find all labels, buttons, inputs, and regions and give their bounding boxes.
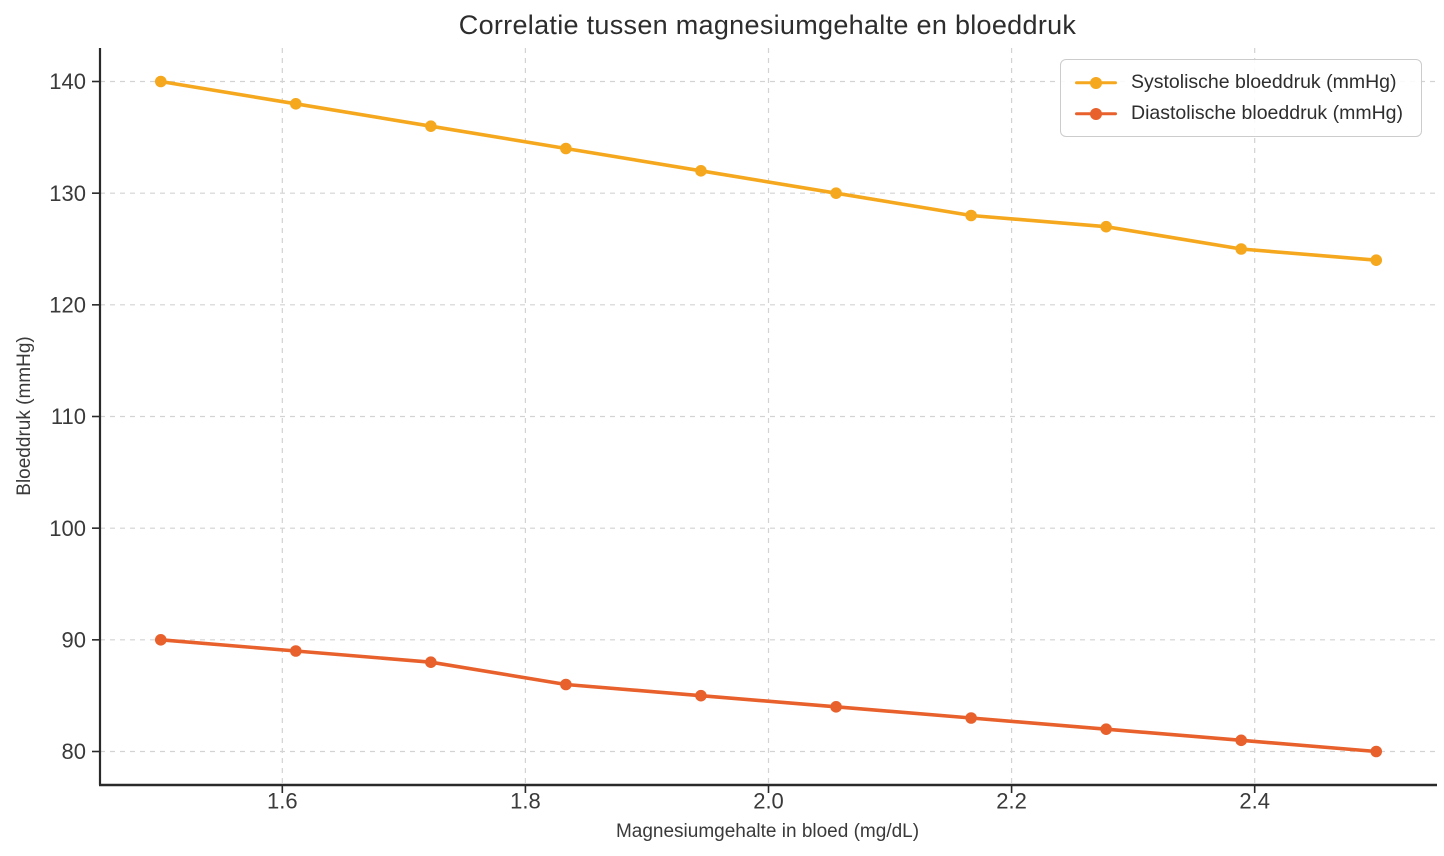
diastolic-marker: [1235, 734, 1247, 747]
diastolic-marker: [290, 645, 302, 657]
y-tick-label: 100: [49, 516, 86, 541]
legend-label-systolic: Systolische bloeddruk (mmHg): [1130, 71, 1397, 93]
systolic-marker: [560, 142, 572, 155]
y-tick-label: 120: [49, 293, 86, 318]
systolic-line: [158, 79, 1379, 262]
x-tick-label: 1.6: [267, 789, 298, 814]
systolic-marker: [1100, 220, 1112, 233]
diastolic-marker: [154, 634, 167, 646]
x-axis-label: Magnesiumgehalte in bloed (mg/dL): [615, 821, 920, 842]
y-tick-label: 90: [62, 628, 86, 653]
systolic-swatch-dot: [1089, 76, 1102, 89]
diastolic-marker: [830, 701, 842, 713]
x-tick-label: 2.2: [996, 789, 1027, 814]
systolic-marker: [1370, 254, 1383, 266]
y-tick-label: 80: [62, 739, 86, 764]
systolic-marker: [290, 98, 302, 110]
diastolic-marker: [560, 678, 572, 691]
diastolic-swatch-dot: [1089, 107, 1102, 120]
legend-item-diastolic: Diastolische bloeddruk (mmHg): [1074, 102, 1403, 125]
systolic-marker: [830, 187, 842, 199]
systolic-marker: [1235, 243, 1247, 255]
systolic-marker: [695, 165, 707, 177]
x-tick-label: 2.4: [1239, 789, 1270, 814]
x-tick-label: 2.0: [753, 789, 784, 814]
chart-title: Correlatie tussen magnesiumgehalte en bl…: [458, 10, 1077, 40]
y-tick-label: 130: [49, 181, 86, 206]
legend: Systolische bloeddruk (mmHg) Diastolisch…: [1059, 59, 1422, 137]
diastolic-marker: [695, 689, 707, 702]
systolic-marker: [965, 209, 977, 222]
diastolic-line-swatch: [1074, 107, 1117, 120]
systolic-marker: [154, 75, 167, 88]
diastolic-marker: [1370, 745, 1383, 758]
systolic-line-swatch: [1074, 76, 1117, 89]
legend-label-diastolic: Diastolische bloeddruk (mmHg): [1130, 102, 1403, 124]
diastolic-marker: [1100, 723, 1112, 735]
y-tick-label: 110: [51, 404, 86, 429]
x-tick-label: 1.8: [510, 789, 541, 814]
diastolic-line: [158, 638, 1379, 754]
systolic-marker: [425, 120, 437, 132]
y-tick-label: 140: [49, 69, 86, 94]
legend-item-systolic: Systolische bloeddruk (mmHg): [1074, 71, 1403, 94]
diastolic-marker: [965, 712, 977, 724]
y-axis-label: Bloeddruk (mmHg): [14, 336, 35, 496]
diastolic-marker: [425, 656, 437, 668]
